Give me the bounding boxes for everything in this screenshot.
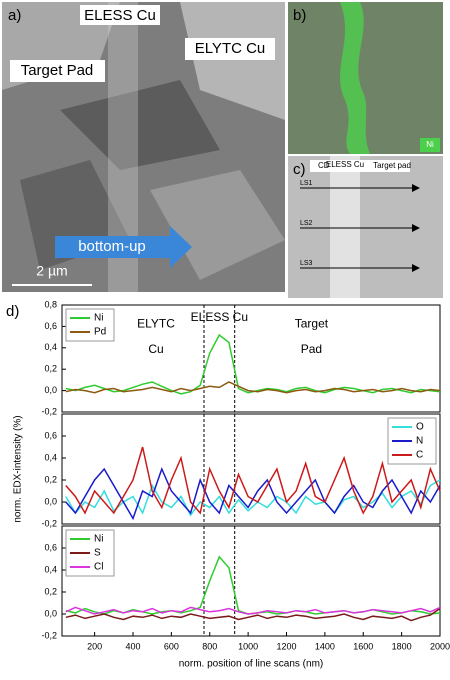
label-box bbox=[10, 60, 105, 82]
panel-b: Ni b) bbox=[288, 2, 443, 154]
plot-frame bbox=[61, 525, 441, 637]
x-tick-label: 200 bbox=[87, 641, 102, 651]
x-tick-label: 1200 bbox=[276, 641, 296, 651]
x-tick-label: 1800 bbox=[392, 641, 412, 651]
image-text: ELESS Cu bbox=[326, 160, 364, 169]
legend-label: O bbox=[416, 422, 424, 433]
data-line bbox=[65, 607, 441, 622]
panel-label: b) bbox=[293, 7, 306, 24]
plot-frame bbox=[61, 304, 441, 413]
scan-label: LS3 bbox=[300, 260, 313, 267]
data-line bbox=[65, 381, 441, 394]
data-line bbox=[65, 333, 441, 395]
y-tick-label: 0,0 bbox=[44, 608, 57, 618]
grain bbox=[60, 80, 220, 170]
ni-badge bbox=[420, 138, 440, 152]
y-tick-label: 0,2 bbox=[44, 474, 57, 484]
annotation: ELYTC bbox=[137, 316, 175, 330]
data-line bbox=[65, 606, 441, 615]
legend-label: Pd bbox=[94, 327, 106, 338]
image-text: CD bbox=[318, 161, 330, 170]
legend-label: C bbox=[416, 450, 423, 461]
legend-box bbox=[65, 308, 115, 342]
annotation: Target bbox=[295, 316, 329, 330]
arrow bbox=[55, 226, 192, 268]
y-tick-label: 0,0 bbox=[44, 385, 57, 395]
x-tick-label: 1400 bbox=[315, 641, 335, 651]
x-tick-label: 1600 bbox=[353, 641, 373, 651]
legend-label: S bbox=[94, 548, 101, 559]
x-tick-label: 1000 bbox=[238, 641, 258, 651]
ni-layer bbox=[340, 2, 370, 154]
y-tick-label: -0,2 bbox=[41, 630, 57, 640]
y-tick-label: 0,8 bbox=[44, 299, 57, 309]
header-box bbox=[310, 160, 410, 172]
sem-image bbox=[288, 156, 443, 298]
data-line bbox=[65, 555, 441, 615]
label-box bbox=[80, 5, 160, 25]
image-text: Target Pad bbox=[21, 62, 94, 79]
arrowhead bbox=[412, 224, 420, 232]
y-tick-label: 0,4 bbox=[44, 564, 57, 574]
scale-text: 2 µm bbox=[36, 263, 67, 279]
element-label: Ni bbox=[426, 140, 434, 149]
x-tick-label: 600 bbox=[164, 641, 179, 651]
grain bbox=[150, 170, 285, 280]
y-tick-label: 0,2 bbox=[44, 364, 57, 374]
data-line bbox=[65, 479, 441, 517]
y-axis-title: norm. EDX-intensity (%) bbox=[13, 415, 24, 522]
x-axis-title: norm. position of line scans (nm) bbox=[179, 659, 324, 670]
data-line bbox=[65, 446, 441, 515]
annotation: Pad bbox=[301, 342, 322, 356]
arrowhead bbox=[412, 264, 420, 272]
y-tick-label: 0,4 bbox=[44, 452, 57, 462]
scan-label: LS1 bbox=[300, 180, 313, 187]
y-tick-label: 0,4 bbox=[44, 342, 57, 352]
label-box bbox=[185, 38, 275, 60]
x-tick-label: 400 bbox=[125, 641, 140, 651]
y-tick-label: 0,6 bbox=[44, 321, 57, 331]
data-line bbox=[65, 466, 441, 521]
y-tick-label: 0,2 bbox=[44, 586, 57, 596]
panel-c: CD ELESS Cu Target pad LS1 LS2 LS3 c) bbox=[288, 156, 443, 298]
y-tick-label: -0,2 bbox=[41, 406, 57, 416]
annotation: Cu bbox=[148, 342, 163, 356]
legend-label: N bbox=[416, 436, 423, 447]
image-text: ELESS Cu bbox=[84, 7, 156, 24]
panel-a: a) ELESS Cu ELYTC Cu Target Pad bottom-u… bbox=[2, 2, 285, 292]
plot-frame bbox=[61, 413, 441, 525]
y-tick-label: -0,2 bbox=[41, 518, 57, 528]
scan-label: LS2 bbox=[300, 220, 313, 227]
eless-layer bbox=[330, 156, 360, 298]
image-text: ELYTC Cu bbox=[195, 40, 266, 57]
arrowhead bbox=[412, 184, 420, 192]
annotation: ELESS Cu bbox=[191, 310, 248, 324]
x-tick-label: 800 bbox=[202, 641, 217, 651]
x-tick-label: 2000 bbox=[430, 641, 450, 651]
y-tick-label: 0,6 bbox=[44, 542, 57, 552]
image-text: Target pad bbox=[373, 161, 411, 170]
grain bbox=[180, 2, 285, 120]
panel-label: a) bbox=[8, 7, 21, 24]
y-tick-label: 0,0 bbox=[44, 496, 57, 506]
y-tick-label: 0,6 bbox=[44, 430, 57, 440]
panel-label: d) bbox=[6, 303, 19, 320]
legend-label: Ni bbox=[94, 313, 103, 324]
panel-label: c) bbox=[293, 161, 306, 178]
arrow-text: bottom-up bbox=[78, 238, 146, 255]
legend-label: Ni bbox=[94, 534, 103, 545]
legend-label: Cl bbox=[94, 562, 103, 573]
